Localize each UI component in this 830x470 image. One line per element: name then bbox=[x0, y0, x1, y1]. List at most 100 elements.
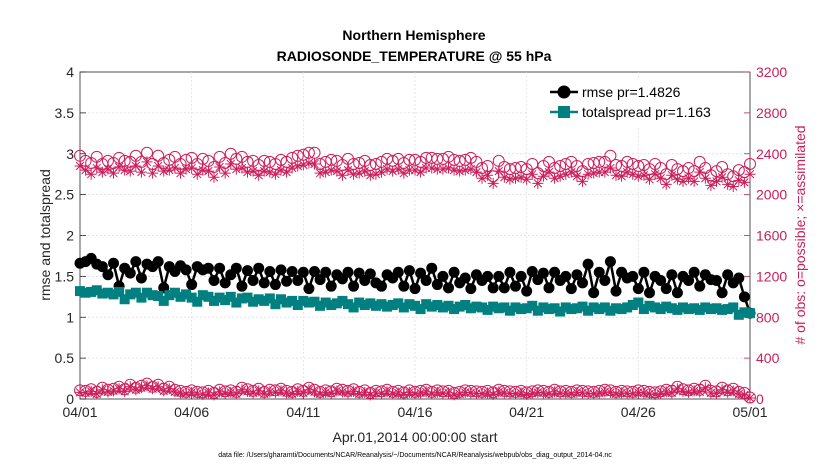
x-tick-label: 04/21 bbox=[509, 404, 544, 420]
obs-assimilated-point bbox=[593, 166, 605, 178]
spread-point bbox=[504, 305, 515, 316]
spread-point bbox=[516, 304, 527, 315]
obs-assimilated-point bbox=[616, 170, 628, 182]
obs-assimilated-point bbox=[565, 388, 577, 400]
rmse-point bbox=[342, 266, 354, 278]
spread-point bbox=[125, 289, 136, 300]
series-layer bbox=[74, 146, 756, 404]
obs-assimilated-point bbox=[124, 165, 136, 177]
obs-assimilated-point bbox=[169, 162, 181, 174]
obs-assimilated-point bbox=[264, 386, 276, 398]
spread-point bbox=[532, 305, 543, 316]
rmse-point bbox=[124, 267, 136, 279]
obs-assimilated-point bbox=[303, 157, 315, 169]
rmse-point bbox=[325, 280, 337, 292]
rmse-point bbox=[610, 285, 622, 297]
rmse-point bbox=[632, 283, 644, 295]
obs-assimilated-point bbox=[526, 168, 538, 180]
obs-assimilated-point bbox=[722, 178, 734, 190]
spread-point bbox=[130, 287, 141, 298]
obs-assimilated-point bbox=[666, 387, 678, 399]
spread-point bbox=[694, 304, 705, 315]
obs-assimilated-point bbox=[655, 387, 667, 399]
rmse-point bbox=[482, 270, 494, 282]
obs-assimilated-point bbox=[286, 162, 298, 174]
rmse-point bbox=[443, 282, 454, 294]
spread-point bbox=[287, 295, 298, 306]
obs-assimilated-point bbox=[269, 386, 281, 398]
obs-assimilated-point bbox=[74, 386, 86, 398]
obs-assimilated-point bbox=[275, 164, 287, 176]
spread-point bbox=[343, 299, 353, 310]
rmse-point bbox=[403, 265, 415, 277]
obs-assimilated-point bbox=[186, 386, 198, 398]
rmse-point bbox=[292, 274, 304, 286]
series-5 bbox=[74, 380, 756, 404]
x-axis-label: Apr.01,2014 00:00:00 start bbox=[332, 429, 497, 445]
rmse-point bbox=[214, 262, 226, 274]
spread-point bbox=[331, 298, 342, 309]
obs-assimilated-point bbox=[191, 388, 203, 400]
obs-assimilated-point bbox=[242, 166, 253, 178]
rmse-point bbox=[638, 266, 650, 278]
spread-point bbox=[650, 302, 661, 313]
obs-assimilated-point bbox=[180, 163, 192, 175]
obs-assimilated-point bbox=[85, 168, 97, 180]
obs-assimilated-point bbox=[85, 385, 97, 397]
spread-point bbox=[359, 299, 370, 310]
spread-point bbox=[566, 304, 577, 315]
rmse-point bbox=[599, 274, 611, 286]
obs-assimilated-point bbox=[74, 160, 86, 172]
obs-assimilated-point bbox=[152, 160, 164, 172]
rmse-point bbox=[688, 266, 700, 278]
rmse-point bbox=[398, 280, 410, 292]
obs-assimilated-point bbox=[543, 166, 555, 178]
rmse-point bbox=[711, 274, 722, 286]
spread-point bbox=[203, 291, 214, 302]
spread-point bbox=[605, 305, 616, 316]
obs-assimilated-point bbox=[437, 387, 449, 399]
rmse-point bbox=[644, 287, 655, 299]
obs-assimilated-point bbox=[197, 164, 209, 176]
obs-assimilated-point bbox=[392, 163, 404, 175]
obs-assimilated-point bbox=[398, 388, 410, 400]
spread-point bbox=[270, 299, 281, 310]
obs-assimilated-point bbox=[158, 385, 170, 397]
obs-assimilated-point bbox=[459, 386, 471, 398]
obs-assimilated-point bbox=[325, 164, 337, 176]
obs-assimilated-point bbox=[403, 386, 415, 398]
obs-possible-point bbox=[442, 150, 455, 163]
obs-assimilated-point bbox=[336, 169, 348, 181]
obs-assimilated-point bbox=[314, 388, 326, 400]
spread-point bbox=[700, 302, 711, 313]
obs-assimilated-point bbox=[677, 385, 689, 397]
rmse-point bbox=[504, 266, 516, 278]
rmse-point bbox=[716, 287, 728, 299]
obs-assimilated-point bbox=[275, 385, 287, 397]
rmse-point bbox=[281, 275, 293, 287]
y-axis-label-left: rmse and totalspread bbox=[37, 169, 53, 301]
rmse-point bbox=[498, 282, 510, 294]
obs-assimilated-point bbox=[549, 172, 561, 184]
rmse-point bbox=[694, 280, 706, 292]
obs-assimilated-point bbox=[342, 387, 354, 399]
spread-point bbox=[538, 302, 549, 313]
spread-point bbox=[510, 302, 521, 313]
obs-assimilated-point bbox=[532, 386, 544, 398]
rmse-point bbox=[348, 280, 360, 292]
obs-assimilated-point bbox=[738, 389, 750, 401]
obs-assimilated-point bbox=[370, 168, 382, 180]
obs-assimilated-point bbox=[113, 161, 125, 173]
spread-point bbox=[454, 301, 465, 312]
obs-assimilated-point bbox=[297, 387, 309, 399]
obs-assimilated-point bbox=[688, 175, 700, 187]
obs-assimilated-point bbox=[152, 381, 164, 393]
rmse-point bbox=[604, 256, 616, 268]
obs-assimilated-point bbox=[141, 380, 153, 392]
rmse-point bbox=[733, 272, 745, 284]
obs-assimilated-point bbox=[627, 388, 639, 400]
obs-assimilated-point bbox=[738, 176, 750, 188]
spread-point bbox=[91, 285, 102, 296]
obs-assimilated-point bbox=[493, 165, 505, 177]
spread-point bbox=[421, 299, 432, 310]
